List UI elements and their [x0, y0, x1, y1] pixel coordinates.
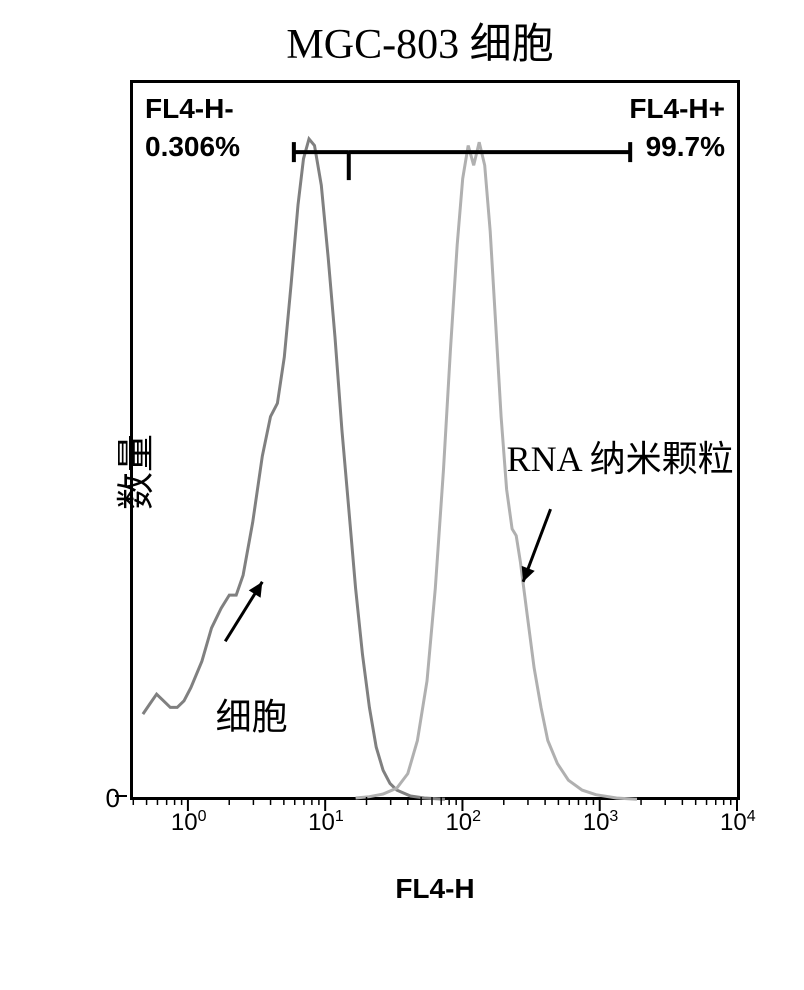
x-tick-10e0: 100 — [171, 808, 207, 837]
axes-ticks — [127, 77, 743, 857]
plot-outer: 数量 FL4-H- 0.306% FL4-H+ 99.7% 细胞 RNA 纳米颗… — [130, 80, 740, 800]
y-tick-0: 0 — [106, 783, 120, 814]
x-tick-10e2: 102 — [445, 808, 481, 837]
chart-title: MGC-803 细胞 — [60, 10, 780, 71]
flow-cytometry-chart: MGC-803 细胞 数量 FL4-H- 0.306% FL4-H+ 99.7%… — [60, 10, 780, 950]
x-tick-10e1: 101 — [308, 808, 344, 837]
x-axis-label: FL4-H — [130, 873, 740, 905]
x-tick-10e4: 104 — [720, 808, 756, 837]
x-tick-10e3: 103 — [583, 808, 619, 837]
